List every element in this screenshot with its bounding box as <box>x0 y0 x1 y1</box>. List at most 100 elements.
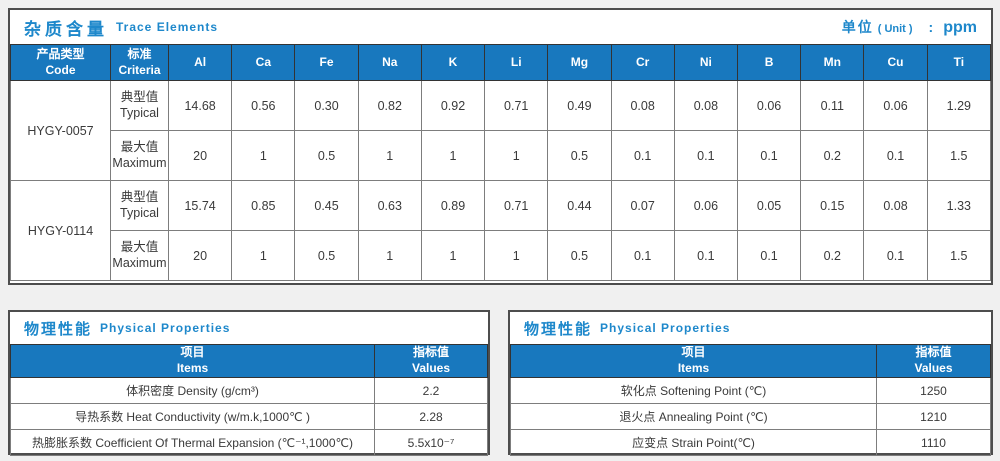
column-header-criteria: 标准 Criteria <box>110 44 169 81</box>
property-item-cell: 热膨胀系数 Coefficient Of Thermal Expansion (… <box>10 429 375 456</box>
physical-properties-table-left: 项目 Items 指标值 Values 体积密度 Density (g/cm³)… <box>10 344 488 456</box>
value-cell: 0.56 <box>231 80 296 131</box>
value-cell: 0.07 <box>610 180 675 231</box>
product-code-cell: HYGY-0057 <box>10 80 111 181</box>
property-value-cell: 5.5x10⁻⁷ <box>374 429 488 456</box>
column-header-element: Fe <box>294 44 359 81</box>
column-header-items-en: Items <box>677 361 710 375</box>
column-header-criteria-en: Criteria <box>118 62 161 77</box>
trace-title-zh: 杂质含量 <box>24 19 108 39</box>
value-cell: 0.06 <box>863 80 928 131</box>
property-value-cell: 1250 <box>876 377 991 404</box>
value-cell: 0.08 <box>673 80 738 131</box>
column-header-element: Al <box>167 44 233 81</box>
value-cell: 0.1 <box>736 130 802 181</box>
column-header-items-zh: 项目 <box>681 345 706 360</box>
value-cell: 0.71 <box>484 180 549 231</box>
value-cell: 1.5 <box>926 130 992 181</box>
table-row: 体积密度 Density (g/cm³) 2.2 <box>10 377 488 404</box>
physical-left-title-zh: 物理性能 <box>24 320 93 338</box>
property-item-cell: 应变点 Strain Point(℃) <box>510 429 877 456</box>
value-cell: 0.89 <box>420 180 486 231</box>
criteria-zh: 最大值 <box>120 139 159 154</box>
physical-left-title-en: Physical Properties <box>100 321 231 335</box>
value-cell: 1.29 <box>926 80 992 131</box>
criteria-cell: 最大值 Maximum <box>110 230 169 281</box>
physical-properties-panel-left: 物理性能 Physical Properties 项目 Items 指标值 Va… <box>8 310 490 456</box>
value-cell: 1 <box>484 130 549 181</box>
trace-elements-panel: 杂质含量 Trace Elements 单位 ( Unit ) : ppm 产品… <box>8 8 993 285</box>
physical-properties-panel-right: 物理性能 Physical Properties 项目 Items 指标值 Va… <box>508 310 993 456</box>
column-header-element: B <box>736 44 802 81</box>
value-cell: 15.74 <box>167 180 233 231</box>
physical-right-title-zh: 物理性能 <box>524 320 593 338</box>
value-cell: 1 <box>357 130 422 181</box>
value-cell: 1.33 <box>926 180 992 231</box>
value-cell: 0.2 <box>800 130 865 181</box>
criteria-en: Typical <box>120 105 159 120</box>
table-row: 退火点 Annealing Point (℃) 1210 <box>510 403 991 430</box>
criteria-en: Maximum <box>112 155 167 170</box>
value-cell: 0.45 <box>294 180 359 231</box>
column-header-element: K <box>420 44 486 81</box>
value-cell: 1 <box>231 230 296 281</box>
value-cell: 14.68 <box>167 80 233 131</box>
value-cell: 0.1 <box>673 230 738 281</box>
value-cell: 1 <box>357 230 422 281</box>
trace-header-row: 产品类型 Code 标准 Criteria Al Ca Fe Na K Li M… <box>10 44 992 81</box>
value-cell: 1.5 <box>926 230 992 281</box>
value-cell: 0.30 <box>294 80 359 131</box>
value-cell: 1 <box>420 230 486 281</box>
column-header-code-en: Code <box>45 62 76 77</box>
value-cell: 0.08 <box>863 180 928 231</box>
column-header-element: Li <box>484 44 549 81</box>
value-cell: 0.08 <box>610 80 675 131</box>
table-row: 软化点 Softening Point (℃) 1250 <box>510 377 991 404</box>
unit-label-group: 单位 ( Unit ) : ppm <box>842 17 977 37</box>
property-value-cell: 2.2 <box>374 377 488 404</box>
value-cell: 0.1 <box>863 130 928 181</box>
value-cell: 0.49 <box>547 80 612 131</box>
value-cell: 0.85 <box>231 180 296 231</box>
column-header-code-zh: 产品类型 <box>36 46 85 61</box>
product-code-cell: HYGY-0114 <box>10 180 111 281</box>
value-cell: 0.63 <box>357 180 422 231</box>
trace-title-en: Trace Elements <box>116 20 219 34</box>
property-item-cell: 软化点 Softening Point (℃) <box>510 377 877 404</box>
table-row: 热膨胀系数 Coefficient Of Thermal Expansion (… <box>10 429 488 456</box>
criteria-zh: 典型值 <box>120 89 159 104</box>
criteria-en: Maximum <box>112 255 167 270</box>
value-cell: 0.5 <box>294 130 359 181</box>
property-item-cell: 退火点 Annealing Point (℃) <box>510 403 877 430</box>
table-row: 最大值 Maximum 20 1 0.5 1 1 1 0.5 0.1 0.1 0… <box>11 230 992 281</box>
column-header-items-en: Items <box>176 361 209 375</box>
value-cell: 0.82 <box>357 80 422 131</box>
physical-left-title-bar: 物理性能 Physical Properties <box>10 312 488 344</box>
criteria-cell: 最大值 Maximum <box>110 130 169 181</box>
value-cell: 0.44 <box>547 180 612 231</box>
criteria-zh: 典型值 <box>120 189 159 204</box>
unit-colon: : <box>928 19 934 35</box>
criteria-en: Typical <box>120 205 159 220</box>
column-header-element: Mn <box>800 44 865 81</box>
unit-label-en: ( Unit ) <box>877 23 913 35</box>
table-row: 导热系数 Heat Conductivity (w/m.k,1000℃ ) 2.… <box>10 403 488 430</box>
criteria-zh: 最大值 <box>120 239 159 254</box>
value-cell: 0.92 <box>420 80 486 131</box>
value-cell: 0.06 <box>673 180 738 231</box>
property-value-cell: 2.28 <box>374 403 488 430</box>
unit-value: ppm <box>943 19 977 36</box>
physical-right-title-bar: 物理性能 Physical Properties <box>510 312 991 344</box>
value-cell: 0.1 <box>673 130 738 181</box>
property-value-cell: 1110 <box>876 429 991 456</box>
column-header-element: Mg <box>547 44 612 81</box>
column-header-values-en: Values <box>914 361 953 375</box>
value-cell: 0.1 <box>610 130 675 181</box>
column-header-items: 项目 Items <box>10 344 375 378</box>
table-row: 最大值 Maximum 20 1 0.5 1 1 1 0.5 0.1 0.1 0… <box>11 130 992 181</box>
column-header-items-zh: 项目 <box>180 345 205 360</box>
column-header-element: Ca <box>231 44 296 81</box>
column-header-criteria-zh: 标准 <box>127 46 152 61</box>
column-header-code: 产品类型 Code <box>10 44 111 81</box>
value-cell: 0.11 <box>800 80 865 131</box>
